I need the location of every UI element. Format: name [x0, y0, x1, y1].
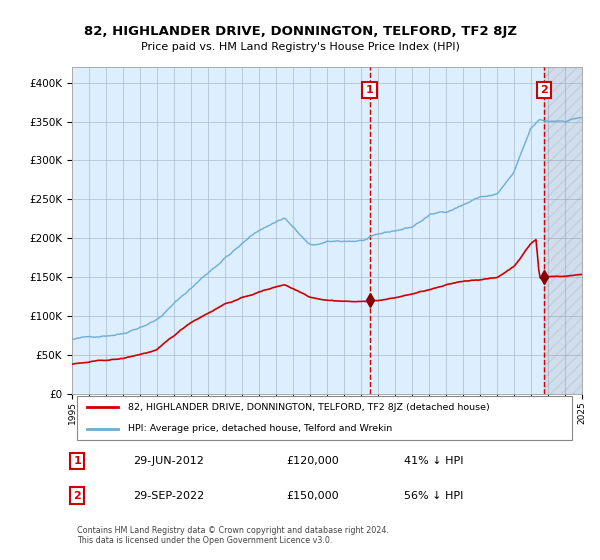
Text: Contains HM Land Registry data © Crown copyright and database right 2024.
This d: Contains HM Land Registry data © Crown c… [77, 526, 389, 545]
Text: 82, HIGHLANDER DRIVE, DONNINGTON, TELFORD, TF2 8JZ (detached house): 82, HIGHLANDER DRIVE, DONNINGTON, TELFOR… [128, 403, 490, 412]
Text: 2: 2 [73, 491, 81, 501]
Text: 2: 2 [540, 85, 548, 95]
Text: Price paid vs. HM Land Registry's House Price Index (HPI): Price paid vs. HM Land Registry's House … [140, 42, 460, 52]
Text: 29-JUN-2012: 29-JUN-2012 [133, 456, 204, 466]
Text: £120,000: £120,000 [286, 456, 339, 466]
Text: HPI: Average price, detached house, Telford and Wrekin: HPI: Average price, detached house, Telf… [128, 424, 392, 433]
Text: 56% ↓ HPI: 56% ↓ HPI [404, 491, 463, 501]
Text: 29-SEP-2022: 29-SEP-2022 [133, 491, 205, 501]
FancyBboxPatch shape [77, 396, 572, 440]
Text: 1: 1 [365, 85, 373, 95]
Bar [544, 67, 582, 394]
Text: 41% ↓ HPI: 41% ↓ HPI [404, 456, 463, 466]
Text: 1: 1 [73, 456, 81, 466]
Text: 82, HIGHLANDER DRIVE, DONNINGTON, TELFORD, TF2 8JZ: 82, HIGHLANDER DRIVE, DONNINGTON, TELFOR… [83, 25, 517, 38]
Text: £150,000: £150,000 [286, 491, 339, 501]
